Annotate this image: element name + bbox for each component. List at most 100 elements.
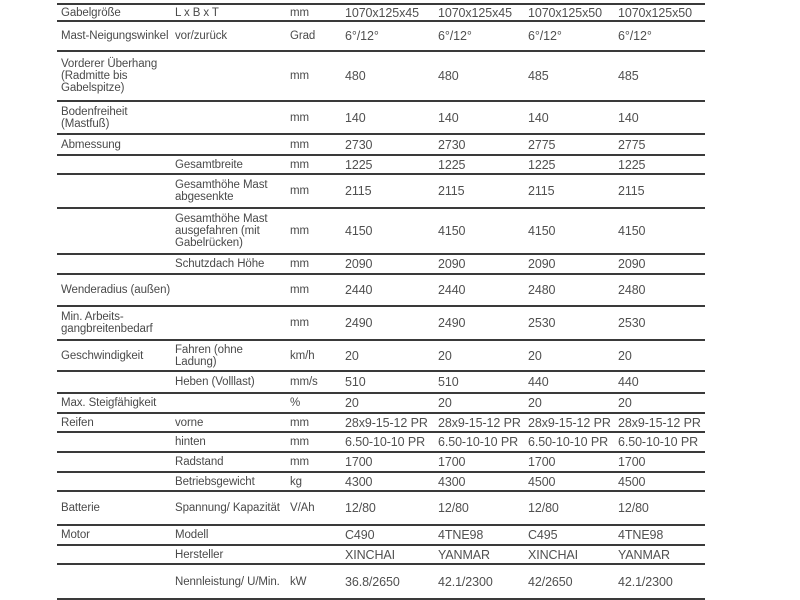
row-label xyxy=(57,563,171,600)
row-sublabel: Spannung/ Kapazität xyxy=(171,490,286,525)
row-sublabel: hinten xyxy=(171,431,286,452)
table-row: Radstand mm 1700 1700 1700 1700 xyxy=(57,451,705,472)
row-sublabel: Heben (Volllast) xyxy=(171,370,286,393)
row-sublabel: Betriebsgewicht xyxy=(171,471,286,491)
model-4-value: 4150 xyxy=(614,207,705,254)
row-unit: mm xyxy=(286,100,341,134)
model-2-value: 2730 xyxy=(434,133,524,155)
model-4-value: 20 xyxy=(614,339,705,371)
row-label: Reifen xyxy=(57,412,171,432)
row-label xyxy=(57,451,171,472)
model-2-value: 2090 xyxy=(434,253,524,274)
model-4-value: 4TNE98 xyxy=(614,524,705,545)
model-2-value: 140 xyxy=(434,100,524,134)
model-1-value: 480 xyxy=(341,50,434,101)
model-2-value: 4TNE98 xyxy=(434,524,524,545)
row-unit: mm xyxy=(286,154,341,174)
model-3-value: 1070x125x50 xyxy=(524,3,614,21)
row-sublabel: Modell xyxy=(171,524,286,545)
model-4-value: 1070x125x50 xyxy=(614,3,705,21)
model-2-value: 2490 xyxy=(434,305,524,340)
row-label: Batterie xyxy=(57,490,171,525)
row-unit: km/h xyxy=(286,339,341,371)
model-1-value: 510 xyxy=(341,370,434,393)
row-sublabel: Hersteller xyxy=(171,544,286,564)
table-row: Wenderadius (außen) mm 2440 2440 2480 2480 xyxy=(57,273,705,306)
row-sublabel xyxy=(171,100,286,134)
row-label: Motor xyxy=(57,524,171,545)
table-row: Max. Steigfähigkeit% 20 20 20 20 xyxy=(57,392,705,413)
row-unit: mm xyxy=(286,431,341,452)
table-row: Vorderer Überhang (Radmitte bis Gabelspi… xyxy=(57,50,705,101)
model-4-value: 6°/12° xyxy=(614,20,705,51)
table-row: Abmessung mm 2730 2730 2775 2775 xyxy=(57,133,705,155)
model-3-value: 20 xyxy=(524,339,614,371)
model-4-value: 28x9-15-12 PR xyxy=(614,412,705,432)
row-unit: mm xyxy=(286,207,341,254)
model-3-value: 42/2650 xyxy=(524,563,614,600)
model-3-value: 12/80 xyxy=(524,490,614,525)
model-2-value: 1700 xyxy=(434,451,524,472)
row-sublabel: Schutzdach Höhe xyxy=(171,253,286,274)
row-unit: mm xyxy=(286,50,341,101)
row-label xyxy=(57,471,171,491)
model-1-value: 28x9-15-12 PR xyxy=(341,412,434,432)
row-sublabel: Gesamtbreite xyxy=(171,154,286,174)
table-row: Gesamthöhe Mast abgesenkte mm 2115 2115 2115… xyxy=(57,173,705,208)
model-1-value: XINCHAI xyxy=(341,544,434,564)
row-sublabel: L x B x T xyxy=(171,3,286,21)
row-sublabel xyxy=(171,273,286,306)
table-row: Geschwindigkeit Fahren (ohne Ladung) km/h 2… xyxy=(57,339,705,371)
row-unit: kg xyxy=(286,471,341,491)
model-3-value: 2480 xyxy=(524,273,614,306)
model-2-value: 6.50-10-10 PR xyxy=(434,431,524,452)
row-sublabel: Fahren (ohne Ladung) xyxy=(171,339,286,371)
model-1-value: 4150 xyxy=(341,207,434,254)
model-4-value: 1700 xyxy=(614,451,705,472)
model-1-value: 1700 xyxy=(341,451,434,472)
model-2-value: 480 xyxy=(434,50,524,101)
model-3-value: 140 xyxy=(524,100,614,134)
row-unit: mm xyxy=(286,451,341,472)
model-2-value: 1225 xyxy=(434,154,524,174)
model-1-value: 2440 xyxy=(341,273,434,306)
row-sublabel: vorne xyxy=(171,412,286,432)
model-3-value: 20 xyxy=(524,392,614,413)
model-3-value: 2115 xyxy=(524,173,614,208)
model-4-value: YANMAR xyxy=(614,544,705,564)
model-4-value: 485 xyxy=(614,50,705,101)
model-1-value: 6.50-10-10 PR xyxy=(341,431,434,452)
row-label xyxy=(57,173,171,208)
model-1-value: C490 xyxy=(341,524,434,545)
model-2-value: 2440 xyxy=(434,273,524,306)
model-3-value: 1225 xyxy=(524,154,614,174)
model-3-value: 485 xyxy=(524,50,614,101)
model-2-value: 42.1/2300 xyxy=(434,563,524,600)
row-unit: mm xyxy=(286,3,341,21)
table-row: Reifen vorne mm 28x9-15-12 PR 28x9-15-12 PR 2… xyxy=(57,412,705,432)
row-label xyxy=(57,544,171,564)
table-row: Heben (Volllast) mm/s 510 510 440 440 xyxy=(57,370,705,393)
row-sublabel xyxy=(171,392,286,413)
model-3-value: 2530 xyxy=(524,305,614,340)
model-3-value: 28x9-15-12 PR xyxy=(524,412,614,432)
table-row: Gesamthöhe Mast ausgefahren (mit Gabelrü… xyxy=(57,207,705,254)
row-unit: Grad xyxy=(286,20,341,51)
row-unit xyxy=(286,524,341,545)
model-3-value: 2090 xyxy=(524,253,614,274)
model-2-value: 2115 xyxy=(434,173,524,208)
row-label: Gabelgröße xyxy=(57,3,171,21)
model-4-value: 20 xyxy=(614,392,705,413)
table-row: hinten mm 6.50-10-10 PR 6.50-10-10 PR 6.50-1… xyxy=(57,431,705,452)
row-sublabel: Gesamthöhe Mast abgesenkte xyxy=(171,173,286,208)
row-label: Abmessung xyxy=(57,133,171,155)
model-4-value: 1225 xyxy=(614,154,705,174)
model-3-value: C495 xyxy=(524,524,614,545)
model-4-value: 12/80 xyxy=(614,490,705,525)
model-1-value: 4300 xyxy=(341,471,434,491)
table-row: Nennleistung/ U/Min. kW 36.8/2650 42.1/2300… xyxy=(57,563,705,600)
model-3-value: 2775 xyxy=(524,133,614,155)
row-label: Wenderadius (außen) xyxy=(57,273,171,306)
row-label: Bodenfreiheit (Mastfuß) xyxy=(57,100,171,134)
